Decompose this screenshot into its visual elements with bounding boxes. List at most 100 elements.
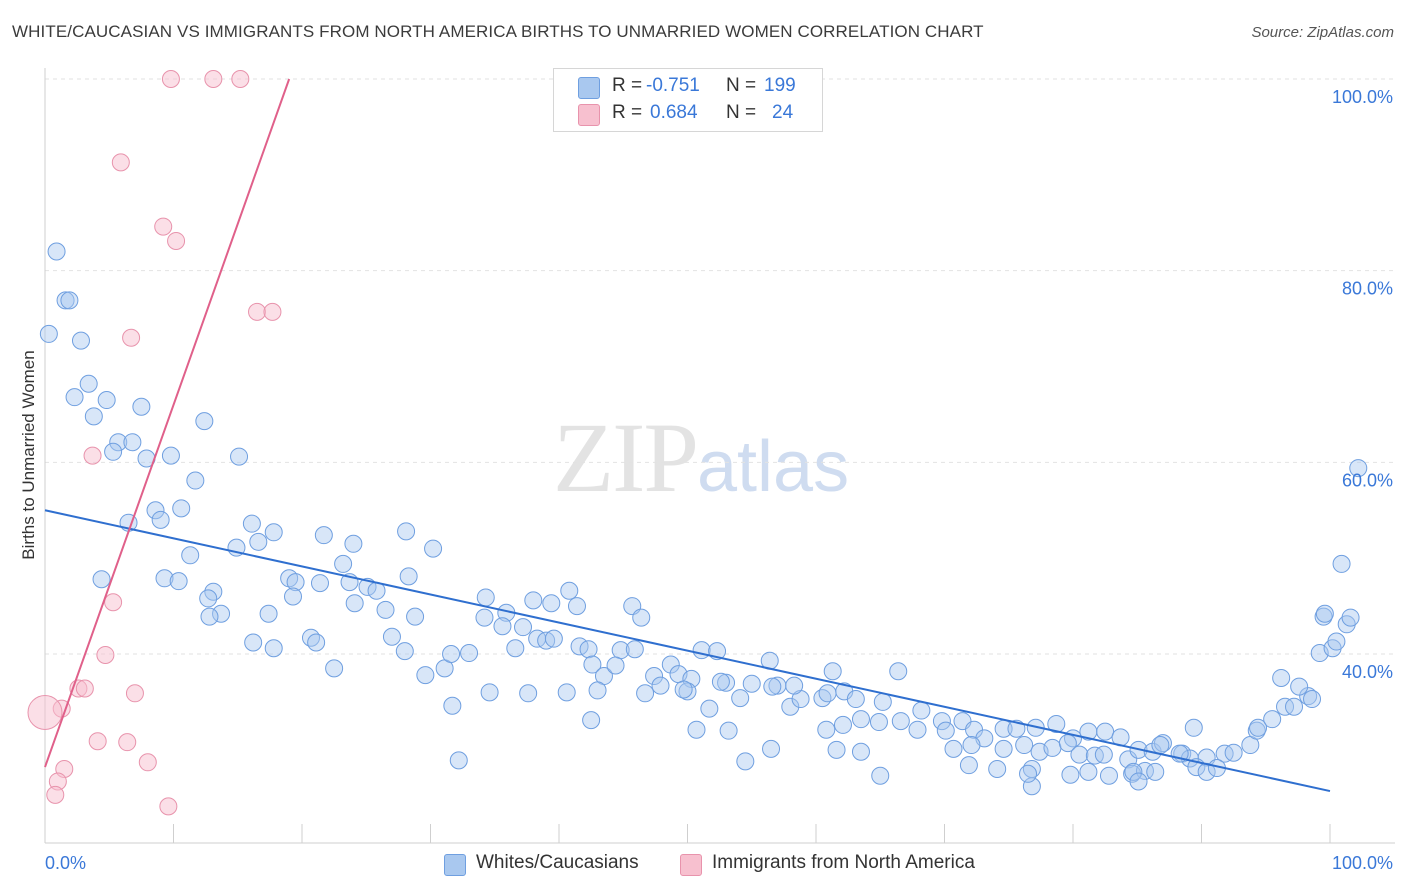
data-point-whites	[1341, 608, 1360, 627]
data-point-whites	[1124, 762, 1143, 781]
data-point-whites	[1215, 744, 1234, 763]
data-point-whites	[506, 639, 525, 658]
trend-lines	[44, 78, 1331, 793]
data-point-whites	[1019, 764, 1038, 783]
data-point-immigrants	[159, 797, 178, 816]
data-point-immigrants	[122, 328, 141, 347]
data-point-immigrants	[154, 217, 173, 236]
data-point-whites	[1224, 743, 1243, 762]
watermark: ZIPatlas	[553, 400, 849, 515]
data-point-whites	[1303, 690, 1322, 709]
data-point-whites	[71, 331, 90, 350]
data-point-whites	[264, 523, 283, 542]
data-point-whites	[56, 291, 75, 310]
data-point-whites	[200, 607, 219, 626]
data-point-whites	[395, 642, 414, 661]
data-point-whites	[818, 684, 837, 703]
data-point-whites	[460, 644, 479, 663]
data-point-whites	[692, 641, 711, 660]
data-point-whites	[851, 742, 870, 761]
data-point-whites	[936, 721, 955, 740]
data-point-whites	[406, 607, 425, 626]
data-point-whites	[1047, 714, 1066, 733]
data-point-whites	[1153, 734, 1172, 753]
legend-swatch-blue	[444, 854, 466, 876]
data-point-whites	[687, 720, 706, 739]
data-point-whites	[645, 667, 664, 686]
data-point-immigrants	[111, 153, 130, 172]
data-point-whites	[1085, 746, 1104, 765]
data-point-whites	[869, 713, 888, 732]
data-point-whites	[249, 532, 268, 551]
data-point-whites	[146, 501, 165, 520]
watermark-zip: ZIP	[553, 402, 699, 513]
axis-labels: 40.0% 60.0% 80.0% 100.0% 0.0% 100.0% Births to…	[19, 87, 1393, 873]
data-point-whites	[443, 696, 462, 715]
data-point-whites	[661, 655, 680, 674]
data-point-whites	[1332, 554, 1351, 573]
data-point-immigrants	[27, 694, 63, 730]
data-point-whites	[674, 680, 693, 699]
data-point-whites	[1096, 722, 1115, 741]
data-point-whites	[651, 676, 670, 695]
data-point-whites	[195, 412, 214, 431]
data-point-whites	[109, 433, 128, 452]
data-point-whites	[557, 683, 576, 702]
correlation-legend: R = -0.751 N = 199 R = 0.684 N = 24	[553, 68, 823, 132]
data-point-whites	[560, 581, 579, 600]
data-point-whites	[344, 534, 363, 553]
x-tick-label: 100.0%	[1332, 853, 1393, 873]
legend-r-label: R =	[612, 75, 643, 96]
data-point-whites	[781, 697, 800, 716]
data-point-whites	[742, 674, 761, 693]
data-point-whites	[186, 471, 205, 490]
data-point-whites	[382, 627, 401, 646]
data-point-whites	[334, 554, 353, 573]
data-point-whites	[994, 739, 1013, 758]
data-point-whites	[823, 662, 842, 681]
data-point-whites	[155, 569, 174, 588]
data-point-whites	[397, 522, 416, 541]
data-point-whites	[988, 760, 1007, 778]
data-point-whites	[1249, 718, 1268, 737]
legend-n-value: 24	[772, 102, 794, 123]
data-point-whites	[169, 572, 188, 591]
series-whites-points	[39, 242, 1368, 796]
data-point-whites	[314, 526, 333, 545]
data-point-immigrants	[96, 645, 115, 664]
data-point-whites	[1079, 762, 1098, 781]
data-point-immigrants	[161, 70, 180, 88]
data-point-whites	[606, 656, 625, 675]
legend-n-value: 199	[764, 75, 796, 96]
y-tick-label: 100.0%	[1332, 87, 1393, 107]
legend-r-value: -0.751	[646, 75, 700, 96]
data-point-whites	[1263, 710, 1282, 729]
data-point-whites	[475, 608, 494, 627]
data-point-whites	[851, 710, 870, 729]
data-point-immigrants	[263, 302, 282, 321]
data-point-immigrants	[248, 302, 267, 321]
data-point-whites	[959, 756, 978, 775]
data-point-whites	[1315, 604, 1334, 623]
data-point-whites	[1151, 736, 1170, 755]
data-point-whites	[132, 397, 151, 416]
data-point-whites	[242, 514, 261, 533]
data-point-whites	[711, 672, 730, 691]
data-point-whites	[39, 324, 58, 343]
watermark-atlas: atlas	[697, 427, 850, 507]
data-point-whites	[932, 712, 951, 731]
data-point-whites	[1290, 677, 1309, 696]
data-point-immigrants	[125, 684, 144, 703]
data-point-immigrants	[75, 679, 94, 698]
data-point-whites	[172, 499, 191, 518]
data-point-whites	[1272, 668, 1291, 687]
data-point-whites	[442, 645, 461, 663]
legend-swatch-pink	[680, 854, 702, 876]
data-point-whites	[476, 588, 495, 607]
legend-swatch-blue	[578, 77, 600, 99]
data-point-whites	[736, 752, 755, 771]
data-point-whites	[762, 739, 781, 758]
data-point-whites	[817, 720, 836, 739]
data-point-whites	[84, 407, 103, 426]
data-point-immigrants	[231, 70, 250, 88]
